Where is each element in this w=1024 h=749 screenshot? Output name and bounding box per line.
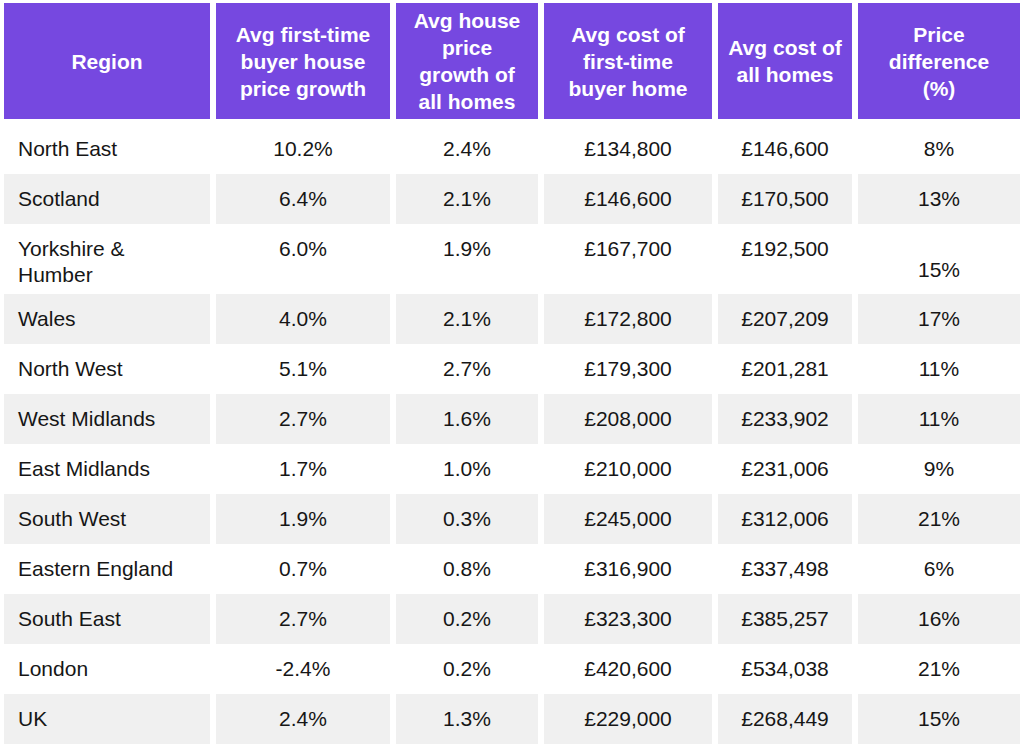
value-cell: 11% bbox=[852, 394, 1020, 444]
value-cell: 15% bbox=[852, 694, 1020, 744]
value-cell: £231,006 bbox=[712, 444, 852, 494]
value-cell: -2.4% bbox=[210, 644, 390, 694]
table-row: UK2.4%1.3%£229,000£268,44915% bbox=[4, 694, 1020, 744]
value-cell: 1.9% bbox=[390, 224, 538, 294]
value-cell: 15% bbox=[852, 224, 1020, 294]
value-cell: £134,800 bbox=[538, 124, 712, 174]
value-cell: 1.9% bbox=[210, 494, 390, 544]
table-row: Scotland6.4%2.1%£146,600£170,50013% bbox=[4, 174, 1020, 224]
col-header-price-difference: Price difference (%) bbox=[852, 3, 1020, 124]
value-cell: 2.7% bbox=[210, 394, 390, 444]
value-cell: 8% bbox=[852, 124, 1020, 174]
col-header-ftb-home-cost: Avg cost of first-time buyer home bbox=[538, 3, 712, 124]
value-cell: 9% bbox=[852, 444, 1020, 494]
value-cell: £312,006 bbox=[712, 494, 852, 544]
value-cell: 2.4% bbox=[210, 694, 390, 744]
table-body: North East10.2%2.4%£134,800£146,6008%Sco… bbox=[4, 124, 1020, 744]
value-cell: 5.1% bbox=[210, 344, 390, 394]
value-cell: 2.7% bbox=[210, 594, 390, 644]
value-cell: 1.0% bbox=[390, 444, 538, 494]
region-cell: London bbox=[4, 644, 210, 694]
value-cell: £207,209 bbox=[712, 294, 852, 344]
table-row: South East2.7%0.2%£323,300£385,25716% bbox=[4, 594, 1020, 644]
value-cell: £385,257 bbox=[712, 594, 852, 644]
value-cell: £337,498 bbox=[712, 544, 852, 594]
table-row: West Midlands2.7%1.6%£208,000£233,90211% bbox=[4, 394, 1020, 444]
region-cell: Scotland bbox=[4, 174, 210, 224]
value-cell: 2.4% bbox=[390, 124, 538, 174]
value-cell: 2.1% bbox=[390, 174, 538, 224]
region-cell: East Midlands bbox=[4, 444, 210, 494]
value-cell: 4.0% bbox=[210, 294, 390, 344]
value-cell: £229,000 bbox=[538, 694, 712, 744]
region-cell: Wales bbox=[4, 294, 210, 344]
value-cell: £208,000 bbox=[538, 394, 712, 444]
value-cell: £201,281 bbox=[712, 344, 852, 394]
value-cell: 21% bbox=[852, 494, 1020, 544]
col-header-all-homes-price-growth: Avg house price growth of all homes bbox=[390, 3, 538, 124]
house-price-table: Region Avg first-time buyer house price … bbox=[4, 3, 1020, 744]
value-cell: £167,700 bbox=[538, 224, 712, 294]
value-cell: 6.4% bbox=[210, 174, 390, 224]
value-cell: 0.7% bbox=[210, 544, 390, 594]
table-row: East Midlands1.7%1.0%£210,000£231,0069% bbox=[4, 444, 1020, 494]
value-cell: 0.8% bbox=[390, 544, 538, 594]
value-cell: 6.0% bbox=[210, 224, 390, 294]
region-cell: North West bbox=[4, 344, 210, 394]
table-row: Eastern England0.7%0.8%£316,900£337,4986… bbox=[4, 544, 1020, 594]
value-cell: £316,900 bbox=[538, 544, 712, 594]
value-cell: £172,800 bbox=[538, 294, 712, 344]
value-cell: £192,500 bbox=[712, 224, 852, 294]
value-cell: 1.7% bbox=[210, 444, 390, 494]
table-row: London-2.4%0.2%£420,600£534,03821% bbox=[4, 644, 1020, 694]
col-header-all-homes-cost: Avg cost of all homes bbox=[712, 3, 852, 124]
value-cell: £323,300 bbox=[538, 594, 712, 644]
table-row: Yorkshire & Humber6.0%1.9%£167,700£192,5… bbox=[4, 224, 1020, 294]
region-cell: West Midlands bbox=[4, 394, 210, 444]
value-cell: 0.3% bbox=[390, 494, 538, 544]
value-cell: 1.3% bbox=[390, 694, 538, 744]
value-cell: 13% bbox=[852, 174, 1020, 224]
value-cell: £233,902 bbox=[712, 394, 852, 444]
table-row: North East10.2%2.4%£134,800£146,6008% bbox=[4, 124, 1020, 174]
region-cell: Eastern England bbox=[4, 544, 210, 594]
value-cell: 1.6% bbox=[390, 394, 538, 444]
value-cell: 11% bbox=[852, 344, 1020, 394]
value-cell: £268,449 bbox=[712, 694, 852, 744]
page: Region Avg first-time buyer house price … bbox=[0, 0, 1024, 749]
value-cell: £170,500 bbox=[712, 174, 852, 224]
value-cell: 17% bbox=[852, 294, 1020, 344]
region-cell: Yorkshire & Humber bbox=[4, 224, 210, 294]
value-cell: £179,300 bbox=[538, 344, 712, 394]
value-cell: £210,000 bbox=[538, 444, 712, 494]
value-cell: £146,600 bbox=[538, 174, 712, 224]
table-row: Wales4.0%2.1%£172,800£207,20917% bbox=[4, 294, 1020, 344]
table-row: North West5.1%2.7%£179,300£201,28111% bbox=[4, 344, 1020, 394]
value-cell: £420,600 bbox=[538, 644, 712, 694]
value-cell: 0.2% bbox=[390, 644, 538, 694]
header-row: Region Avg first-time buyer house price … bbox=[4, 3, 1020, 124]
value-cell: 2.1% bbox=[390, 294, 538, 344]
value-cell: 10.2% bbox=[210, 124, 390, 174]
table-row: South West1.9%0.3%£245,000£312,00621% bbox=[4, 494, 1020, 544]
col-header-region: Region bbox=[4, 3, 210, 124]
value-cell: 0.2% bbox=[390, 594, 538, 644]
table-header: Region Avg first-time buyer house price … bbox=[4, 3, 1020, 124]
region-cell: North East bbox=[4, 124, 210, 174]
value-cell: £146,600 bbox=[712, 124, 852, 174]
region-cell: UK bbox=[4, 694, 210, 744]
value-cell: 6% bbox=[852, 544, 1020, 594]
value-cell: £245,000 bbox=[538, 494, 712, 544]
region-cell: South West bbox=[4, 494, 210, 544]
col-header-ftb-price-growth: Avg first-time buyer house price growth bbox=[210, 3, 390, 124]
value-cell: 21% bbox=[852, 644, 1020, 694]
value-cell: 16% bbox=[852, 594, 1020, 644]
region-cell: South East bbox=[4, 594, 210, 644]
value-cell: 2.7% bbox=[390, 344, 538, 394]
value-cell: £534,038 bbox=[712, 644, 852, 694]
